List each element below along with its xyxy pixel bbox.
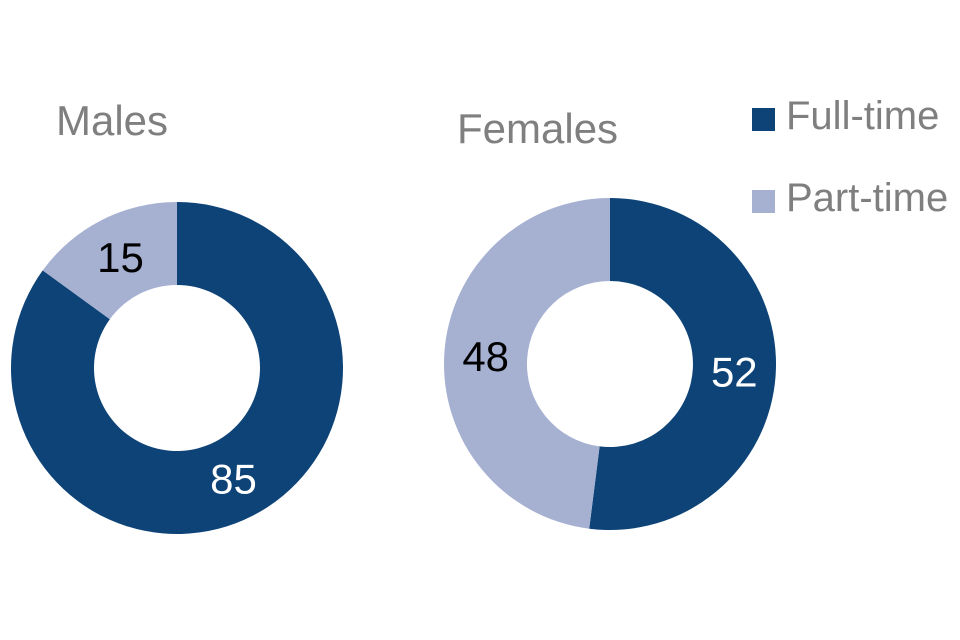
males-donut-chart: 85 15 [10, 202, 343, 534]
males-chart-title: Males [56, 97, 169, 144]
legend-item-part-time: Part-time [752, 174, 948, 222]
donut-slice-part-time [42, 202, 178, 320]
legend-label-part-time: Part-time [786, 176, 949, 220]
females-donut-chart: 52 48 [444, 198, 777, 530]
data-label-full-time: 85 [210, 456, 257, 503]
donut-slice-part-time [444, 198, 610, 529]
part-time-swatch-icon [752, 190, 775, 213]
donut-slice-full-time [589, 198, 777, 530]
legend-item-full-time: Full-time [752, 92, 939, 140]
data-label-part-time: 15 [97, 234, 144, 281]
donut-slice-full-time [10, 202, 343, 534]
data-label-part-time: 48 [462, 333, 509, 380]
data-label-full-time: 52 [711, 349, 758, 396]
full-time-swatch-icon [752, 108, 775, 131]
legend-label-full-time: Full-time [786, 94, 940, 138]
females-chart-title: Females [457, 105, 619, 152]
